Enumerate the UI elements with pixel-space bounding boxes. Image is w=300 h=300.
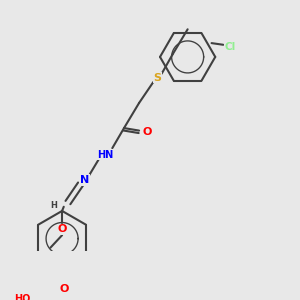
Text: HO: HO [15,294,31,300]
Text: O: O [60,284,69,294]
Text: N: N [80,175,89,185]
Text: Cl: Cl [224,42,236,52]
Text: S: S [154,73,161,83]
Text: H: H [50,201,57,210]
Text: HN: HN [98,150,114,160]
Text: O: O [143,127,152,137]
Text: O: O [57,224,67,234]
